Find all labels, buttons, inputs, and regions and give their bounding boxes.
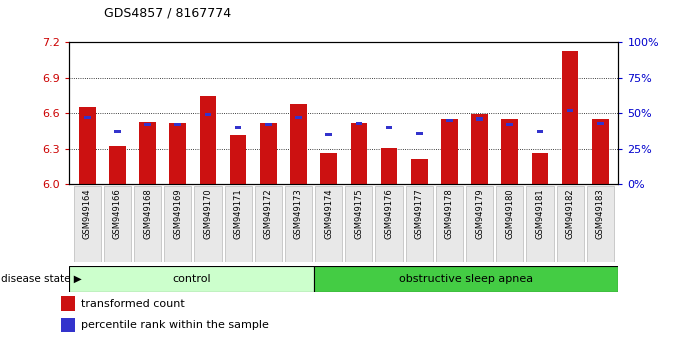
Text: GSM949174: GSM949174: [324, 188, 333, 239]
FancyBboxPatch shape: [436, 185, 463, 262]
FancyBboxPatch shape: [556, 185, 584, 262]
Bar: [476, 118, 483, 120]
Bar: [144, 123, 151, 126]
Bar: [84, 116, 91, 119]
Text: GSM949176: GSM949176: [385, 188, 394, 239]
Bar: [79, 107, 95, 184]
Bar: [567, 109, 574, 112]
Bar: [416, 132, 423, 135]
Bar: [61, 318, 75, 332]
FancyBboxPatch shape: [225, 185, 252, 262]
FancyBboxPatch shape: [134, 185, 161, 262]
Text: GDS4857 / 8167774: GDS4857 / 8167774: [104, 6, 231, 19]
Bar: [235, 126, 241, 129]
Bar: [592, 119, 609, 184]
Bar: [69, 266, 314, 292]
Text: transformed count: transformed count: [81, 299, 184, 309]
Bar: [200, 96, 216, 184]
Text: disease state ▶: disease state ▶: [1, 274, 82, 284]
FancyBboxPatch shape: [164, 185, 191, 262]
Bar: [174, 123, 181, 126]
Bar: [411, 159, 428, 184]
Text: GSM949181: GSM949181: [536, 188, 545, 239]
Text: GSM949175: GSM949175: [354, 188, 363, 239]
Bar: [441, 119, 457, 184]
Bar: [114, 130, 121, 133]
Text: GSM949182: GSM949182: [566, 188, 575, 239]
Bar: [290, 104, 307, 184]
Bar: [446, 119, 453, 122]
FancyBboxPatch shape: [194, 185, 222, 262]
Text: GSM949180: GSM949180: [505, 188, 514, 239]
FancyBboxPatch shape: [346, 185, 372, 262]
Text: GSM949178: GSM949178: [445, 188, 454, 239]
Bar: [314, 266, 618, 292]
Text: GSM949172: GSM949172: [264, 188, 273, 239]
Bar: [356, 122, 362, 125]
Text: GSM949170: GSM949170: [203, 188, 212, 239]
FancyBboxPatch shape: [587, 185, 614, 262]
Bar: [265, 123, 272, 126]
Text: obstructive sleep apnea: obstructive sleep apnea: [399, 274, 533, 284]
Bar: [350, 123, 367, 184]
Bar: [386, 126, 392, 129]
Bar: [295, 116, 302, 119]
FancyBboxPatch shape: [285, 185, 312, 262]
Text: GSM949169: GSM949169: [173, 188, 182, 239]
Bar: [597, 122, 604, 125]
Bar: [507, 123, 513, 126]
Bar: [502, 119, 518, 184]
Bar: [205, 113, 211, 116]
Text: GSM949171: GSM949171: [234, 188, 243, 239]
Text: percentile rank within the sample: percentile rank within the sample: [81, 320, 269, 330]
Bar: [537, 130, 543, 133]
Text: GSM949179: GSM949179: [475, 188, 484, 239]
FancyBboxPatch shape: [466, 185, 493, 262]
Bar: [109, 146, 126, 184]
Bar: [325, 133, 332, 136]
Text: GSM949168: GSM949168: [143, 188, 152, 239]
Bar: [531, 153, 548, 184]
FancyBboxPatch shape: [406, 185, 433, 262]
Bar: [230, 135, 247, 184]
Bar: [140, 121, 156, 184]
Bar: [471, 114, 488, 184]
FancyBboxPatch shape: [74, 185, 101, 262]
FancyBboxPatch shape: [104, 185, 131, 262]
FancyBboxPatch shape: [375, 185, 403, 262]
Bar: [381, 148, 397, 184]
FancyBboxPatch shape: [527, 185, 553, 262]
Text: GSM949164: GSM949164: [83, 188, 92, 239]
FancyBboxPatch shape: [315, 185, 342, 262]
FancyBboxPatch shape: [496, 185, 523, 262]
Text: control: control: [172, 274, 211, 284]
Text: GSM949177: GSM949177: [415, 188, 424, 239]
Text: GSM949183: GSM949183: [596, 188, 605, 239]
Text: GSM949173: GSM949173: [294, 188, 303, 239]
Bar: [562, 51, 578, 184]
Bar: [260, 123, 276, 184]
Bar: [169, 123, 186, 184]
Bar: [321, 153, 337, 184]
Bar: [61, 296, 75, 311]
FancyBboxPatch shape: [255, 185, 282, 262]
Text: GSM949166: GSM949166: [113, 188, 122, 239]
